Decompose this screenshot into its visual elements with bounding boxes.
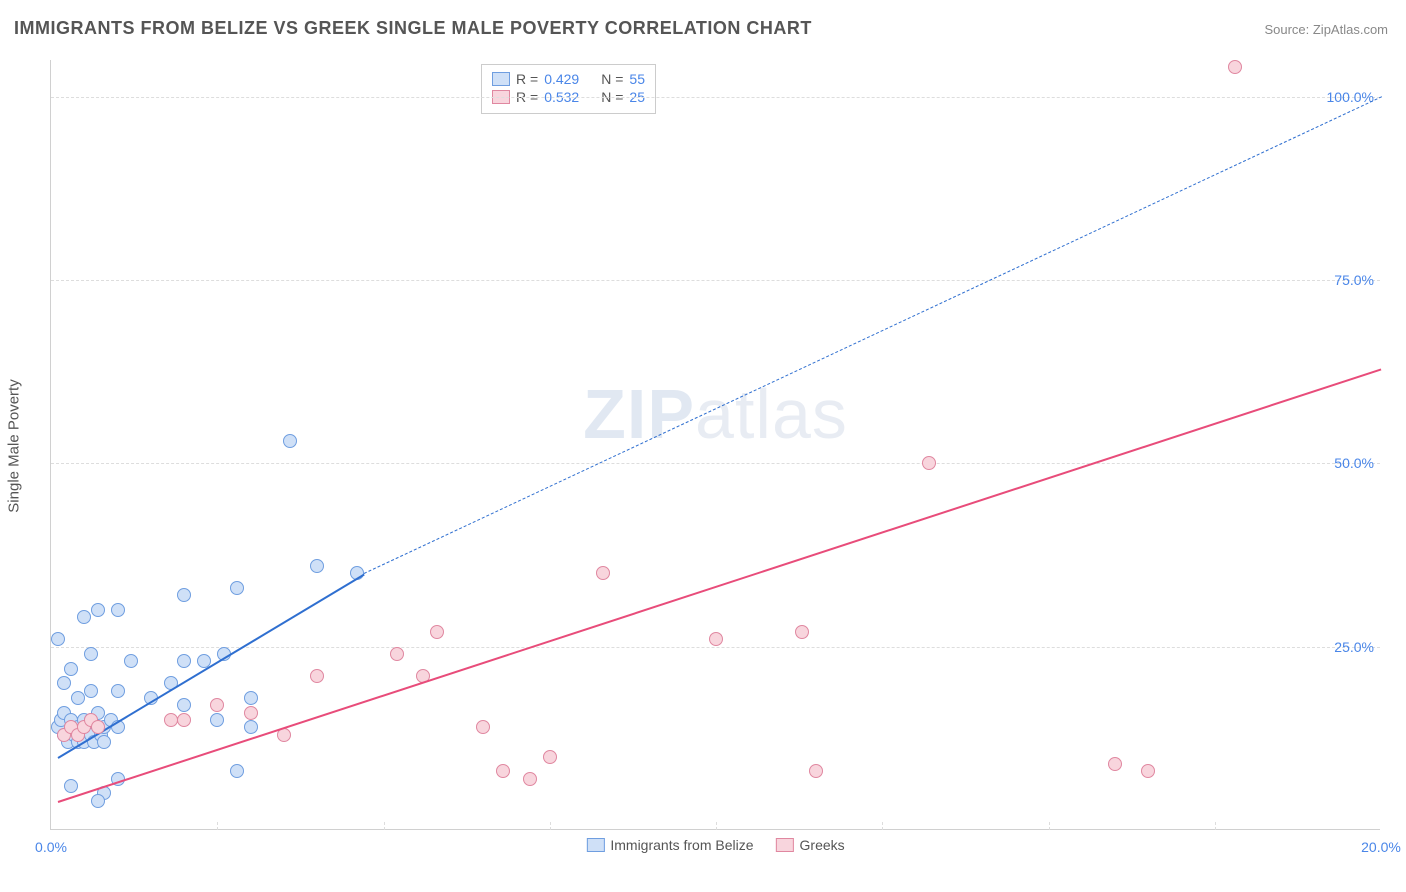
stats-legend-row: R = 0.429 N = 55 (492, 71, 645, 87)
data-point-greeks (177, 713, 191, 727)
data-point-belize (97, 735, 111, 749)
data-point-belize (111, 684, 125, 698)
data-point-greeks (543, 750, 557, 764)
legend-item: Greeks (776, 837, 845, 853)
data-point-greeks (430, 625, 444, 639)
data-point-belize (91, 603, 105, 617)
n-value: 55 (629, 71, 645, 87)
data-point-belize (84, 647, 98, 661)
tick-mark (1215, 822, 1216, 830)
y-tick-label: 50.0% (1334, 455, 1374, 471)
trend-line (363, 97, 1381, 575)
chart-title: IMMIGRANTS FROM BELIZE VS GREEK SINGLE M… (14, 18, 812, 39)
gridline-h (51, 647, 1380, 648)
data-point-greeks (795, 625, 809, 639)
tick-mark (882, 822, 883, 830)
tick-mark (550, 822, 551, 830)
data-point-belize (244, 720, 258, 734)
data-point-belize (91, 794, 105, 808)
legend-swatch (492, 72, 510, 86)
data-point-greeks (390, 647, 404, 661)
data-point-belize (244, 691, 258, 705)
gridline-h (51, 97, 1380, 98)
data-point-belize (283, 434, 297, 448)
data-point-greeks (1228, 60, 1242, 74)
tick-mark (384, 822, 385, 830)
data-point-greeks (476, 720, 490, 734)
data-point-belize (84, 684, 98, 698)
tick-mark (217, 822, 218, 830)
watermark: ZIPatlas (583, 374, 848, 454)
data-point-belize (71, 691, 85, 705)
data-point-greeks (310, 669, 324, 683)
gridline-h (51, 463, 1380, 464)
gridline-h (51, 280, 1380, 281)
data-point-greeks (91, 720, 105, 734)
data-point-belize (77, 610, 91, 624)
legend-item: Immigrants from Belize (586, 837, 753, 853)
data-point-belize (210, 713, 224, 727)
watermark-bold: ZIP (583, 375, 695, 453)
data-point-greeks (164, 713, 178, 727)
data-point-belize (111, 603, 125, 617)
data-point-belize (177, 654, 191, 668)
stats-legend: R =0.429N =55R =0.532N =25 (481, 64, 656, 114)
data-point-belize (230, 764, 244, 778)
legend-label: Immigrants from Belize (610, 837, 753, 853)
series-legend: Immigrants from Belize Greeks (586, 837, 844, 853)
tick-mark (716, 822, 717, 830)
data-point-belize (64, 779, 78, 793)
r-label: R = (516, 71, 538, 87)
source-attribution: Source: ZipAtlas.com (1264, 22, 1388, 37)
data-point-belize (310, 559, 324, 573)
x-tick-label: 20.0% (1361, 839, 1401, 855)
data-point-greeks (523, 772, 537, 786)
data-point-greeks (244, 706, 258, 720)
data-point-greeks (1141, 764, 1155, 778)
legend-label: Greeks (800, 837, 845, 853)
data-point-greeks (709, 632, 723, 646)
tick-mark (1049, 822, 1050, 830)
data-point-greeks (809, 764, 823, 778)
data-point-belize (177, 588, 191, 602)
data-point-greeks (210, 698, 224, 712)
watermark-light: atlas (695, 375, 848, 453)
data-point-greeks (922, 456, 936, 470)
legend-swatch (586, 838, 604, 852)
legend-swatch (776, 838, 794, 852)
data-point-belize (177, 698, 191, 712)
scatter-plot: ZIPatlas R =0.429N =55R =0.532N =25 Immi… (50, 60, 1380, 830)
x-tick-label: 0.0% (35, 839, 67, 855)
data-point-belize (64, 662, 78, 676)
data-point-greeks (496, 764, 510, 778)
y-tick-label: 25.0% (1334, 639, 1374, 655)
data-point-greeks (596, 566, 610, 580)
y-axis-label: Single Male Poverty (6, 379, 23, 512)
r-value: 0.429 (544, 71, 579, 87)
data-point-belize (124, 654, 138, 668)
data-point-belize (57, 676, 71, 690)
data-point-belize (51, 632, 65, 646)
data-point-greeks (1108, 757, 1122, 771)
trend-line (57, 368, 1381, 803)
data-point-belize (230, 581, 244, 595)
n-label: N = (601, 71, 623, 87)
y-tick-label: 75.0% (1334, 272, 1374, 288)
